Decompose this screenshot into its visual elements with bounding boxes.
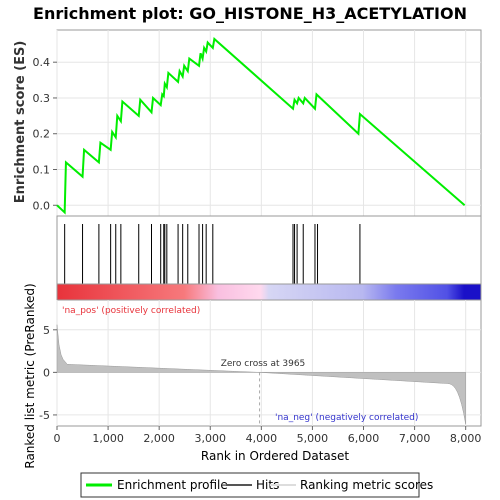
es-y-tick-label: 0.2 [33,128,51,141]
x-tick-label: 2,000 [143,432,175,445]
x-tick-label: 4,000 [246,432,278,445]
x-tick-label: 1,000 [92,432,124,445]
x-tick-label: 6,000 [348,432,380,445]
metric-y-tick-label: 5 [43,324,50,337]
es-panel-frame [56,29,482,217]
legend-metric-label: Ranking metric scores [300,478,433,492]
es-y-tick-label: 0.3 [33,92,51,105]
enrichment-profile-line [56,37,466,215]
neg-label: 'na_neg' (negatively correlated) [275,413,418,423]
zero-cross-label: Zero cross at 3965 [221,359,306,369]
x-tick-label: 3,000 [195,432,227,445]
metric-y-ticks: -5 0 5 [39,324,57,422]
ranking-color-band [56,283,482,301]
es-grid [56,30,481,216]
es-y-tick-label: 0.4 [33,56,51,69]
metric-y-tick-label: 0 [43,366,50,379]
es-y-tick-label: 0.0 [33,199,51,212]
metric-panel-frame [56,299,482,427]
es-y-axis-label: Enrichment score (ES) [13,41,28,204]
x-tick-label: 8,000 [450,432,482,445]
metric-y-tick-label: -5 [39,409,50,422]
es-y-ticks: 0.0 0.1 0.2 0.3 0.4 [33,56,57,212]
ranking-metric-area [56,324,466,425]
x-axis-ticks: 0 1,000 2,000 3,000 4,000 5,000 6,000 7,000 8,00… [54,426,482,445]
x-tick-label: 0 [54,432,61,445]
metric-y-axis-label: Ranked list metric (PreRanked) [23,283,37,468]
hits-panel-frame [56,215,482,285]
chart-title: Enrichment plot: GO_HISTONE_H3_ACETYLATI… [33,4,467,23]
legend-hits-label: Hits [256,478,279,492]
es-y-tick-label: 0.1 [33,164,51,177]
x-tick-label: 7,000 [399,432,431,445]
pos-label: 'na_pos' (positively correlated) [62,306,200,316]
hits-marks [64,224,361,284]
legend-profile-label: Enrichment profile [117,478,228,492]
x-axis-label: Rank in Ordered Dataset [201,449,349,463]
x-tick-label: 5,000 [297,432,329,445]
